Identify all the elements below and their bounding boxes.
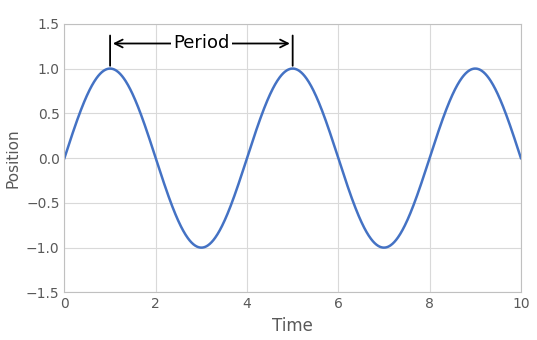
- Y-axis label: Position: Position: [5, 128, 20, 188]
- Text: Period: Period: [173, 34, 229, 52]
- X-axis label: Time: Time: [272, 317, 313, 335]
